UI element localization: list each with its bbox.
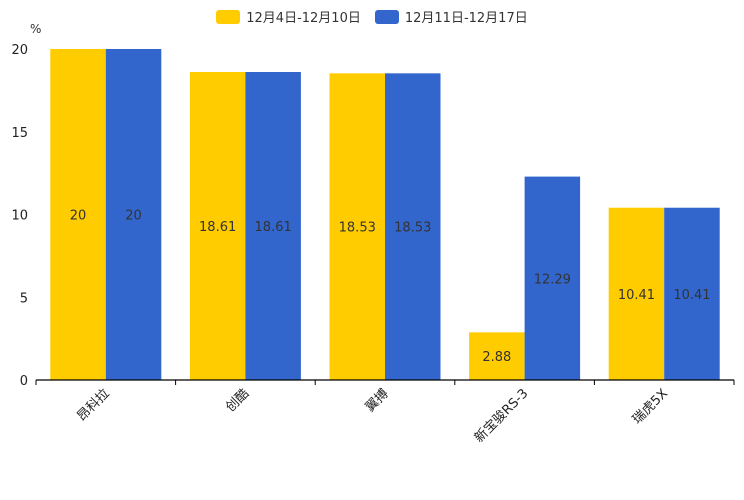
legend-label-0: 12月4日-12月10日: [246, 11, 361, 26]
x-tick-label: 创酷: [223, 386, 252, 415]
y-tick-label: 10: [11, 209, 28, 224]
data-label: 18.53: [394, 221, 431, 236]
bar[interactable]: [105, 49, 162, 380]
data-label: 12.29: [534, 272, 571, 287]
bar[interactable]: [329, 73, 386, 381]
y-tick-label: 20: [11, 43, 28, 58]
data-label: 2.88: [482, 350, 511, 365]
y-tick-label: 5: [20, 291, 28, 306]
data-label: 18.61: [255, 220, 292, 235]
legend-swatch-1: [374, 9, 399, 24]
bar[interactable]: [245, 72, 301, 380]
x-tick-label: 新宝骏RS-3: [471, 386, 531, 446]
data-label: 18.61: [199, 220, 236, 235]
y-tick-label: 15: [11, 126, 28, 141]
data-label: 10.41: [673, 288, 710, 303]
bar[interactable]: [50, 49, 106, 380]
legend: 12月4日-12月10日 12月11日-12月17日: [0, 7, 744, 26]
data-label: 10.41: [618, 288, 655, 303]
legend-label-1: 12月11日-12月17日: [404, 11, 528, 26]
data-label: 18.53: [339, 221, 376, 236]
x-tick-label: 瑞虎5X: [630, 386, 671, 427]
x-tick-label: 昂科拉: [74, 386, 112, 424]
legend-item-0[interactable]: 12月4日-12月10日: [216, 7, 361, 26]
bar[interactable]: [469, 332, 525, 380]
data-label: 20: [125, 209, 142, 224]
x-tick-label: 翼搏: [362, 386, 392, 416]
bar[interactable]: [189, 72, 246, 380]
bar[interactable]: [608, 207, 665, 380]
data-label: 20: [70, 209, 87, 224]
y-unit: %: [30, 22, 41, 36]
bar[interactable]: [524, 176, 581, 380]
bar[interactable]: [664, 207, 720, 380]
legend-swatch-0: [216, 9, 241, 24]
bar[interactable]: [385, 73, 441, 381]
legend-item-1[interactable]: 12月11日-12月17日: [374, 7, 528, 26]
y-tick-label: 0: [20, 374, 28, 389]
